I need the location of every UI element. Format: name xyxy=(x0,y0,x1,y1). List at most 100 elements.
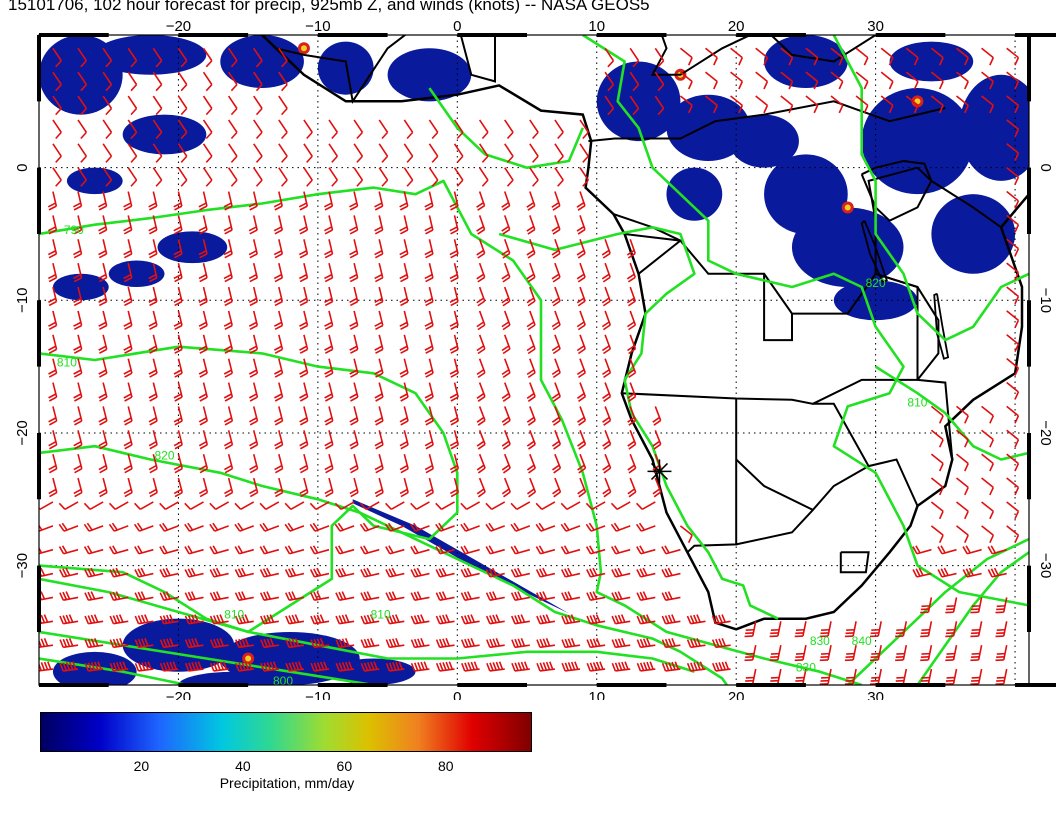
barb-shaft xyxy=(315,501,330,511)
barb-feather xyxy=(526,416,535,423)
wind-barb xyxy=(661,591,681,601)
wind-barb xyxy=(159,591,179,601)
wind-barb xyxy=(510,567,530,578)
barb-feather xyxy=(721,614,727,623)
wind-barb xyxy=(274,358,284,378)
wind-barb xyxy=(249,477,259,498)
barb-feather xyxy=(199,396,208,402)
barb-shaft xyxy=(1006,286,1019,298)
barb-feather xyxy=(187,615,193,624)
barb-feather xyxy=(223,369,232,375)
barb-feather xyxy=(450,277,459,283)
barb-feather xyxy=(964,105,969,114)
barb-feather xyxy=(639,638,645,648)
wind-barb xyxy=(955,429,969,448)
barb-feather xyxy=(124,467,133,474)
barb-feather xyxy=(299,488,308,495)
barb-feather xyxy=(570,638,576,647)
barb-feather xyxy=(1014,152,1020,161)
barb-feather xyxy=(198,369,207,375)
precip-area xyxy=(94,35,207,75)
barb-feather xyxy=(366,614,372,623)
wind-barb xyxy=(920,597,933,614)
barb-feather xyxy=(134,546,140,555)
barb-feather xyxy=(456,155,464,163)
barb-feather xyxy=(551,321,560,328)
barb-feather xyxy=(124,396,133,402)
wind-barb xyxy=(83,522,104,532)
barb-feather xyxy=(531,155,539,163)
barb-feather xyxy=(244,638,250,647)
barb-feather xyxy=(470,614,476,623)
barb-feather xyxy=(123,226,132,232)
barb-feather xyxy=(370,661,375,671)
barb-feather xyxy=(599,661,604,670)
barb-feather xyxy=(399,441,408,447)
barb-feather xyxy=(610,546,617,555)
wind-barb xyxy=(73,334,83,354)
barb-shaft xyxy=(830,47,844,59)
wind-barb xyxy=(830,95,844,114)
barb-feather xyxy=(316,567,322,576)
wind-barb xyxy=(198,477,209,498)
barb-shaft xyxy=(1006,405,1019,417)
barb-feather xyxy=(180,107,188,116)
wind-barb xyxy=(551,215,561,235)
barb-shaft xyxy=(554,119,564,133)
barb-feather xyxy=(564,638,570,648)
barb-feather xyxy=(445,661,450,671)
barb-feather xyxy=(349,369,358,375)
wind-barb xyxy=(198,453,209,474)
barb-feather xyxy=(325,420,334,426)
wind-barb xyxy=(501,310,511,331)
barb-feather xyxy=(230,107,238,116)
wind-barb xyxy=(324,262,334,283)
barb-feather xyxy=(363,545,369,554)
wind-barb xyxy=(39,501,54,511)
barb-feather xyxy=(58,569,65,578)
wind-barb xyxy=(227,119,238,140)
barb-feather xyxy=(425,467,434,474)
barb-feather xyxy=(552,300,561,307)
barb-feather xyxy=(628,348,636,355)
barb-feather xyxy=(118,614,124,623)
country-border xyxy=(621,272,919,405)
barb-feather xyxy=(1014,343,1020,352)
barb-feather xyxy=(425,372,434,378)
barb-feather xyxy=(611,662,617,672)
wind-barb xyxy=(930,71,944,90)
barb-feather xyxy=(173,393,182,399)
height-contour xyxy=(39,657,194,685)
wind-barb xyxy=(602,430,612,450)
barb-feather xyxy=(989,534,995,544)
barb-feather xyxy=(718,662,723,671)
barb-feather xyxy=(137,591,143,600)
barb-feather xyxy=(224,491,233,498)
wind-barb xyxy=(970,597,983,614)
wind-barb xyxy=(285,661,305,672)
wind-barb xyxy=(551,286,561,307)
barb-shaft xyxy=(253,95,263,109)
barb-feather xyxy=(628,491,637,498)
wind-barb xyxy=(52,47,62,68)
barb-feather xyxy=(466,567,472,576)
barb-feather xyxy=(48,464,57,471)
wind-barb xyxy=(335,614,355,625)
wind-barb xyxy=(248,334,259,354)
wind-barb xyxy=(274,406,284,426)
wind-barb xyxy=(198,215,208,235)
barb-shaft xyxy=(390,501,405,511)
wind-barb xyxy=(48,358,58,378)
barb-feather xyxy=(551,202,560,208)
wind-barb xyxy=(629,71,640,92)
barb-feather xyxy=(502,443,511,450)
barb-shaft xyxy=(202,167,213,181)
barb-feather xyxy=(915,568,921,577)
barb-feather xyxy=(109,592,115,601)
wind-barb xyxy=(679,47,693,66)
barb-feather xyxy=(341,614,347,623)
barb-feather xyxy=(68,614,74,623)
wind-barb xyxy=(159,661,179,672)
barb-feather xyxy=(173,297,182,304)
